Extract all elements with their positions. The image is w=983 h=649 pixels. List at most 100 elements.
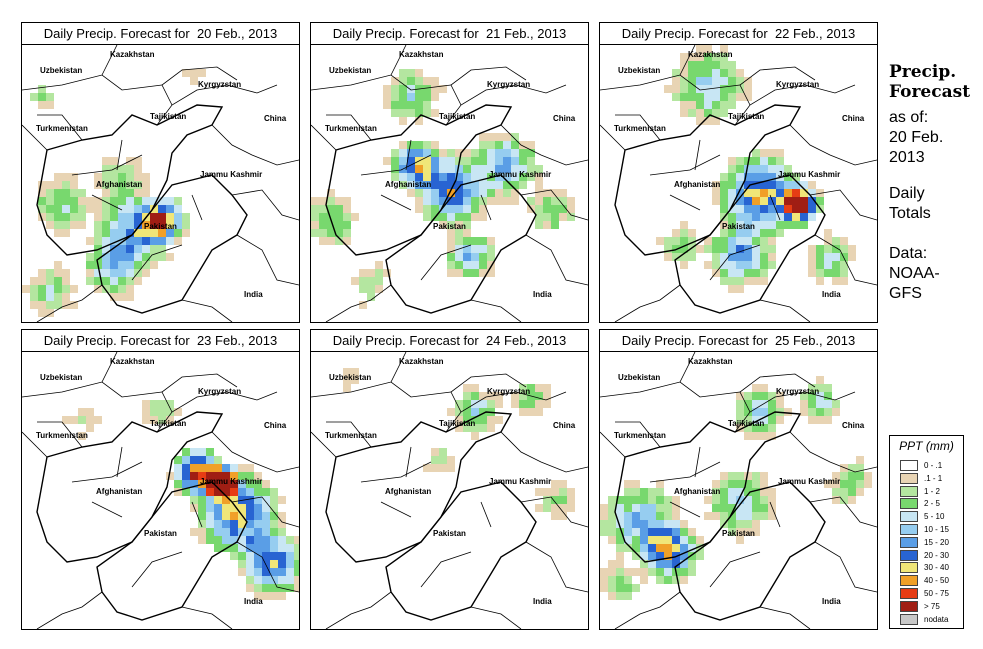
precip-cell bbox=[704, 61, 712, 69]
precip-cell bbox=[62, 213, 70, 221]
precip-cell bbox=[736, 173, 744, 181]
precip-cell bbox=[70, 213, 78, 221]
country-label-tajikistan: Tajikistan bbox=[439, 419, 475, 428]
precip-cell bbox=[118, 229, 126, 237]
precip-cell bbox=[38, 277, 46, 285]
legend-label: > 75 bbox=[924, 601, 940, 611]
legend-swatch bbox=[900, 498, 918, 510]
precip-cell bbox=[214, 504, 222, 512]
legend-label: 10 - 15 bbox=[924, 525, 949, 534]
precip-cell bbox=[222, 496, 230, 504]
precip-cell bbox=[704, 53, 712, 61]
precip-cell bbox=[254, 576, 262, 584]
precip-cell bbox=[54, 277, 62, 285]
precip-cell bbox=[680, 69, 688, 77]
precip-cell bbox=[551, 205, 559, 213]
precip-cell bbox=[608, 560, 616, 568]
precip-cell bbox=[150, 213, 158, 221]
boundary-line bbox=[649, 446, 781, 588]
precip-cell bbox=[447, 205, 455, 213]
boundary-line bbox=[311, 352, 452, 398]
precip-cell bbox=[840, 269, 848, 277]
precip-cell bbox=[62, 301, 70, 309]
country-label-pakistan: Pakistan bbox=[144, 529, 177, 538]
precip-cell bbox=[246, 536, 254, 544]
precip-cell bbox=[624, 584, 632, 592]
precip-cell bbox=[407, 69, 415, 77]
country-label-turkmenistan: Turkmenistan bbox=[614, 431, 666, 440]
precip-cell bbox=[840, 480, 848, 488]
precip-cell bbox=[407, 165, 415, 173]
precip-cell bbox=[246, 520, 254, 528]
precip-cell bbox=[463, 400, 471, 408]
precip-cell bbox=[423, 181, 431, 189]
precip-cell bbox=[102, 197, 110, 205]
boundary-line bbox=[600, 352, 741, 398]
precip-cell bbox=[174, 237, 182, 245]
precip-cell bbox=[134, 221, 142, 229]
precip-cell bbox=[214, 520, 222, 528]
precip-cell bbox=[399, 77, 407, 85]
precip-cell bbox=[816, 408, 824, 416]
precip-cell bbox=[752, 408, 760, 416]
precip-cell bbox=[752, 205, 760, 213]
precip-cell bbox=[479, 213, 487, 221]
precip-cell bbox=[407, 101, 415, 109]
precip-cell bbox=[776, 229, 784, 237]
precip-cell bbox=[696, 53, 704, 61]
boundary-line bbox=[96, 481, 248, 621]
precip-cell bbox=[856, 456, 864, 464]
precip-map: Kazakhstan Uzbekistan Kyrgyzstan Tajikistan… bbox=[311, 352, 588, 629]
precip-cell bbox=[62, 277, 70, 285]
precip-cell bbox=[158, 205, 166, 213]
precip-cell bbox=[744, 205, 752, 213]
precip-cell bbox=[134, 237, 142, 245]
boundary-line bbox=[385, 481, 537, 621]
country-label-kazakhstan: Kazakhstan bbox=[110, 357, 155, 366]
legend-label: 0 - .1 bbox=[924, 461, 943, 470]
precip-cell bbox=[632, 496, 640, 504]
precip-cell bbox=[479, 416, 487, 424]
precip-cell bbox=[503, 165, 511, 173]
precip-cell bbox=[535, 205, 543, 213]
precip-cell bbox=[551, 512, 559, 520]
precip-cell bbox=[768, 408, 776, 416]
precip-cell bbox=[744, 197, 752, 205]
precip-cell bbox=[768, 229, 776, 237]
precip-cell bbox=[752, 157, 760, 165]
country-label-kyrgyzstan: Kyrgyzstan bbox=[776, 387, 819, 396]
precip-cell bbox=[174, 472, 182, 480]
precip-cell bbox=[760, 261, 768, 269]
precip-cell bbox=[752, 229, 760, 237]
precip-cell bbox=[126, 197, 134, 205]
precip-cell bbox=[551, 480, 559, 488]
precip-cell bbox=[616, 560, 624, 568]
precip-cell bbox=[840, 277, 848, 285]
precip-cell bbox=[543, 488, 551, 496]
precip-cell bbox=[86, 424, 94, 432]
precip-cell bbox=[479, 157, 487, 165]
precip-cell bbox=[38, 189, 46, 197]
precip-cell bbox=[487, 165, 495, 173]
precip-cell bbox=[447, 189, 455, 197]
precip-cell bbox=[46, 101, 54, 109]
precip-cell bbox=[254, 584, 262, 592]
country-label-turkmenistan: Turkmenistan bbox=[36, 431, 88, 440]
forecast-panel-24-feb: Daily Precip. Forecast for 24 Feb., 2013… bbox=[310, 329, 589, 630]
precip-cell bbox=[286, 544, 294, 552]
precip-cell bbox=[704, 77, 712, 85]
precip-cell bbox=[728, 528, 736, 536]
precip-cell bbox=[230, 552, 238, 560]
precip-map: Kazakhstan Uzbekistan Kyrgyzstan Tajikistan… bbox=[22, 352, 299, 629]
legend-label: 20 - 30 bbox=[924, 550, 949, 560]
precip-cell bbox=[150, 408, 158, 416]
precip-cell bbox=[415, 149, 423, 157]
precip-cell bbox=[38, 293, 46, 301]
precip-cell bbox=[198, 504, 206, 512]
precip-cell bbox=[632, 552, 640, 560]
precip-cell bbox=[110, 197, 118, 205]
precip-cell bbox=[415, 173, 423, 181]
precip-cell bbox=[696, 61, 704, 69]
precip-cell bbox=[455, 165, 463, 173]
precip-cell bbox=[672, 528, 680, 536]
